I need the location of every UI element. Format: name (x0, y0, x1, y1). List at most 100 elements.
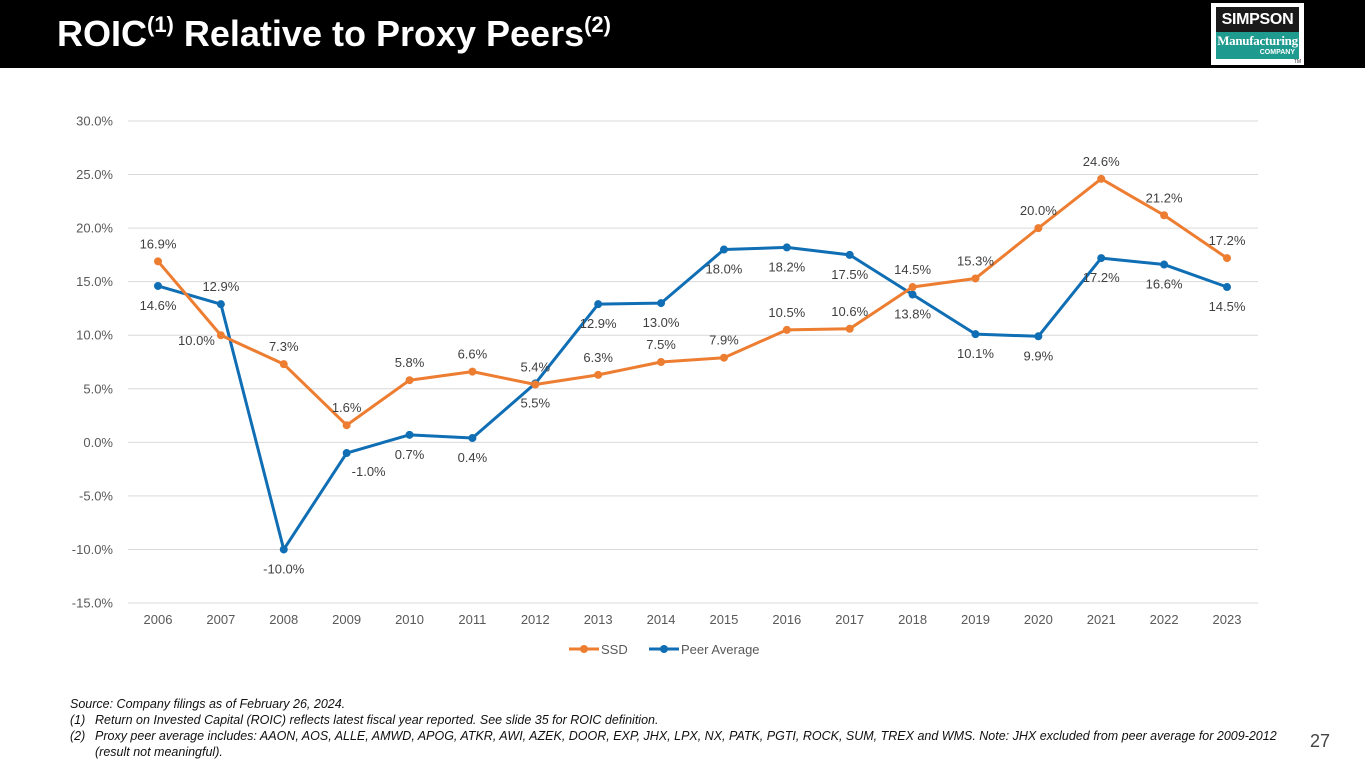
ssd-point (1160, 211, 1169, 220)
peer-average-data-label: 18.0% (706, 262, 743, 277)
logo-company: COMPANY (1259, 49, 1295, 56)
ssd-data-label: 6.3% (583, 350, 613, 365)
ssd-data-label: 7.3% (269, 339, 299, 354)
ssd-data-label: 7.9% (709, 333, 739, 348)
peer-average-data-label: 0.7% (395, 447, 425, 462)
peer-average-point (782, 243, 791, 252)
ssd-data-label: 20.0% (1020, 203, 1057, 218)
peer-average-data-label: 5.5% (520, 395, 550, 410)
x-tick-label: 2016 (772, 612, 801, 627)
ssd-point (154, 257, 162, 266)
y-tick-label: 30.0% (76, 114, 113, 129)
x-tick-label: 2023 (1213, 612, 1242, 627)
roic-line-chart: -15.0% -10.0% -5.0% 0.0% 5.0% 10.0% 15.0% 20.0%… (72, 114, 1258, 657)
footnote-2-text: Proxy peer average includes: AAON, AOS, … (95, 729, 1277, 759)
y-tick-label: 5.0% (83, 381, 113, 396)
ssd-data-label: 7.5% (646, 337, 676, 352)
peer-average-point (1160, 260, 1169, 269)
ssd-data-label: 17.2% (1209, 233, 1246, 248)
ssd-point (468, 367, 477, 376)
peer-average-point (154, 281, 162, 290)
y-axis-labels: -15.0% -10.0% -5.0% 0.0% 5.0% 10.0% 15.0% 20.0%… (72, 114, 114, 611)
peer-average-point (1097, 254, 1106, 263)
y-tick-label: 0.0% (83, 435, 113, 450)
ssd-data-label: 16.9% (140, 236, 177, 251)
peer-average-data-label: 10.1% (957, 346, 994, 361)
series-lines (154, 174, 1231, 554)
peer-average-point (908, 290, 917, 299)
x-tick-label: 2019 (961, 612, 990, 627)
y-tick-label: -10.0% (72, 542, 114, 557)
ssd-point (216, 331, 225, 340)
company-logo: SIMPSON Manufacturing COMPANY TM (1211, 3, 1304, 65)
peer-average-point (405, 430, 414, 439)
x-tick-label: 2021 (1087, 612, 1116, 627)
ssd-point (405, 376, 414, 385)
ssd-point (719, 353, 728, 362)
ssd-data-label: 5.4% (520, 359, 550, 374)
ssd-legend-label: SSD (601, 642, 628, 657)
ssd-point (845, 324, 854, 333)
ssd-point (971, 274, 980, 283)
x-tick-label: 2008 (269, 612, 298, 627)
peer-average-data-label: 12.9% (580, 316, 617, 331)
peer-average-legend-marker (660, 645, 668, 653)
data-labels: 16.9% 10.0% 7.3% 1.6% 5.8% 6.6% 5.4% 6.3% 7.5% 7.… (140, 154, 1246, 577)
x-tick-label: 2017 (835, 612, 864, 627)
logo-simpson: SIMPSON (1216, 7, 1299, 32)
ssd-point (657, 358, 666, 366)
peer-average-data-label: 12.9% (202, 279, 239, 294)
peer-average-point (468, 434, 477, 443)
x-tick-label: 2014 (647, 612, 676, 627)
peer-average-point (657, 299, 666, 308)
ssd-point (908, 283, 917, 292)
y-tick-label: -5.0% (79, 488, 113, 503)
peer-average-data-label: 13.0% (643, 315, 680, 330)
ssd-point (1223, 254, 1231, 263)
x-tick-label: 2015 (709, 612, 738, 627)
peer-average-point (1034, 332, 1043, 341)
ssd-data-label: 15.3% (957, 253, 994, 268)
x-tick-label: 2012 (521, 612, 550, 627)
peer-average-point (279, 545, 288, 554)
footnote-1-number: (1) (70, 713, 86, 727)
x-tick-label: 2011 (458, 612, 486, 627)
ssd-data-label: 1.6% (332, 400, 362, 415)
peer-average-data-label: 13.8% (894, 307, 931, 322)
x-axis-labels: 2006 2007 2008 2009 2010 2011 2012 2013 2014 2015… (144, 612, 1242, 627)
peer-average-data-label: 9.9% (1024, 348, 1054, 363)
slide-title: ROIC(1) Relative to Proxy Peers(2) (57, 12, 611, 56)
peer-average-point (594, 300, 603, 309)
ssd-data-label: 24.6% (1083, 154, 1120, 169)
title-text-rest: Relative to Proxy Peers (173, 13, 585, 54)
y-tick-label: 20.0% (76, 221, 113, 236)
ssd-line (156, 177, 1228, 427)
peer-average-data-label: 14.5% (1209, 299, 1246, 314)
ssd-data-label: 10.5% (768, 305, 805, 320)
peer-average-data-label: -1.0% (352, 464, 386, 479)
ssd-point (1034, 224, 1043, 233)
page-number: 27 (1310, 731, 1331, 751)
peer-average-data-label: 0.4% (458, 450, 488, 465)
ssd-point (279, 360, 288, 369)
peer-average-point (971, 330, 980, 339)
x-tick-label: 2013 (584, 612, 613, 627)
x-tick-label: 2018 (898, 612, 927, 627)
ssd-data-label: 10.6% (831, 304, 868, 319)
legend: SSD Peer Average (569, 642, 760, 657)
peer-average-point (342, 449, 351, 458)
logo-manufacturing-band: Manufacturing COMPANY (1216, 32, 1299, 59)
source-note: Source: Company filings as of February 2… (70, 697, 346, 711)
x-tick-label: 2020 (1024, 612, 1053, 627)
peer-average-point (216, 300, 225, 309)
peer-average-legend-label: Peer Average (681, 642, 760, 657)
y-tick-label: -15.0% (72, 596, 114, 611)
peer-average-point (1223, 283, 1231, 292)
logo-trademark: TM (1293, 59, 1301, 65)
peer-average-data-label: 16.6% (1146, 277, 1183, 292)
ssd-legend-marker (580, 645, 588, 653)
ssd-data-label: 6.6% (458, 347, 488, 362)
logo-manufacturing: Manufacturing (1217, 33, 1298, 48)
y-tick-label: 15.0% (76, 274, 113, 289)
ssd-point (342, 421, 351, 430)
